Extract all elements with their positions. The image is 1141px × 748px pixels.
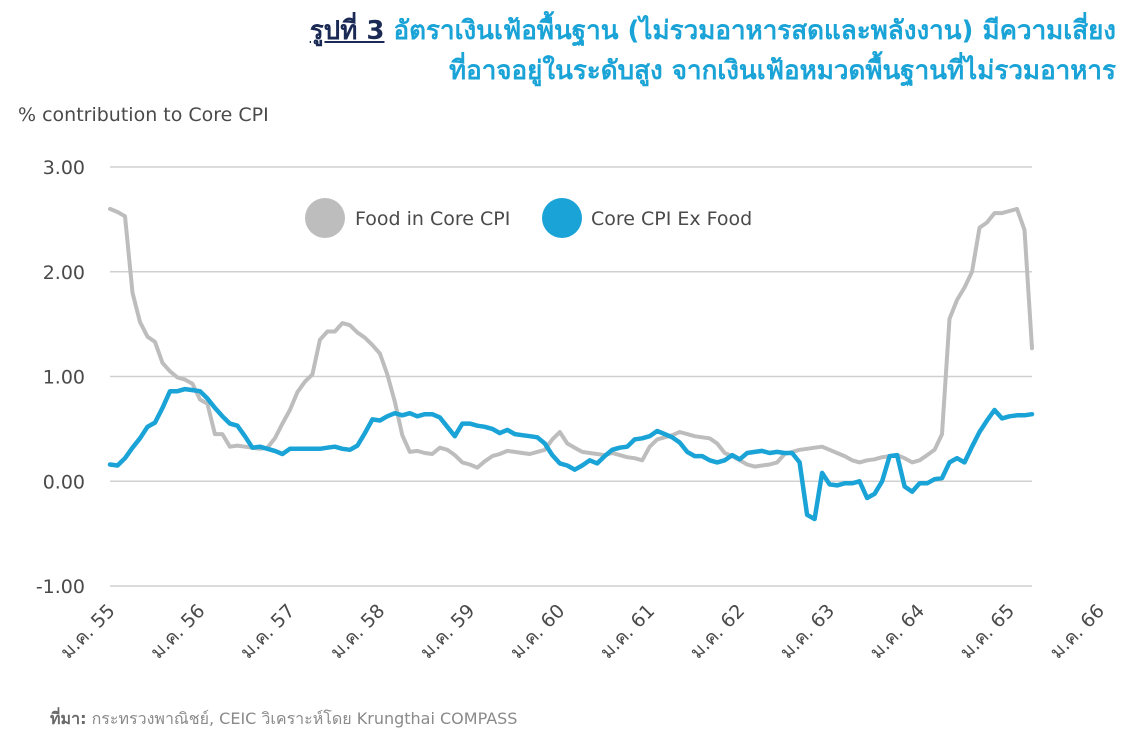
figure-label: รูปที่ 3	[309, 16, 385, 46]
series-lines	[107, 206, 1035, 522]
gridlines	[110, 166, 1032, 587]
source-note: ที่มา: กระทรวงพาณิชย์, CEIC วิเคราะห์โดย…	[50, 707, 517, 732]
x-tick-label: ม.ค. 55	[56, 600, 119, 663]
chart-title-line-1: รูปที่ 3 อัตราเงินเฟ้อพื้นฐาน (ไม่รวมอาห…	[310, 10, 1116, 51]
source-label: ที่มา:	[50, 709, 87, 728]
x-tick: ม.ค. 58	[326, 600, 389, 663]
y-tick-label: -1.00	[36, 576, 85, 598]
x-tick: ม.ค. 61	[596, 600, 659, 663]
x-tick: ม.ค. 57	[236, 600, 299, 663]
source-text: กระทรวงพาณิชย์, CEIC วิเคราะห์โดย Krungt…	[91, 709, 518, 728]
series-line-food-in-core-cpi	[108, 206, 1034, 470]
x-tick: ม.ค. 55	[56, 600, 119, 663]
x-tick: ม.ค. 59	[416, 600, 479, 663]
x-tick-label: ม.ค. 62	[686, 600, 749, 663]
line-chart: 3.002.001.000.00-1.00 ม.ค. 55 ม.ค. 56 ม.ค.…	[36, 157, 1109, 663]
y-tick-label: 3.00	[43, 157, 85, 179]
x-tick: ม.ค. 64	[866, 600, 929, 663]
y-axis-unit-label: % contribution to Core CPI	[18, 104, 269, 126]
x-tick-label: ม.ค. 64	[866, 600, 929, 663]
legend-marker	[305, 198, 345, 238]
y-tick-label: 1.00	[43, 367, 85, 389]
x-tick: ม.ค. 65	[956, 600, 1019, 663]
x-tick-label: ม.ค. 59	[416, 600, 479, 663]
x-tick: ม.ค. 56	[146, 600, 209, 663]
chart-title-line-2: ที่อาจอยู่ในระดับสูง จากเงินเฟ้อหมวดพื้น…	[448, 56, 1116, 86]
legend-label: Food in Core CPI	[355, 208, 510, 230]
x-tick-label: ม.ค. 60	[506, 600, 569, 663]
y-tick-label: 2.00	[43, 262, 85, 284]
x-tick: ม.ค. 60	[506, 600, 569, 663]
x-tick-label: ม.ค. 65	[956, 600, 1019, 663]
x-tick-label: ม.ค. 56	[146, 600, 209, 663]
legend-marker	[542, 198, 582, 238]
x-tick-label: ม.ค. 58	[326, 600, 389, 663]
title-text-line-1: อัตราเงินเฟ้อพื้นฐาน (ไม่รวมอาหารสดและพล…	[393, 16, 1116, 46]
x-tick: ม.ค. 62	[686, 600, 749, 663]
x-tick: ม.ค. 63	[776, 600, 839, 663]
x-tick: ม.ค. 66	[1046, 600, 1109, 663]
x-tick-label: ม.ค. 66	[1046, 600, 1109, 663]
x-tick-label: ม.ค. 63	[776, 600, 839, 663]
legend-label: Core CPI Ex Food	[591, 208, 752, 230]
x-tick-label: ม.ค. 61	[596, 600, 659, 663]
y-axis-ticks: 3.00 2.00 1.00 0.00 -1.00	[36, 157, 85, 598]
x-tick-label: ม.ค. 57	[236, 600, 299, 663]
series-line-core-cpi-ex-food	[107, 386, 1035, 522]
legend: Food in Core CPI Core CPI Ex Food	[305, 198, 752, 238]
x-axis-ticks: ม.ค. 55 ม.ค. 56 ม.ค. 57 ม.ค. 58 ม.ค. 59 ม.ค. …	[56, 600, 1109, 663]
y-tick-label: 0.00	[43, 471, 85, 493]
